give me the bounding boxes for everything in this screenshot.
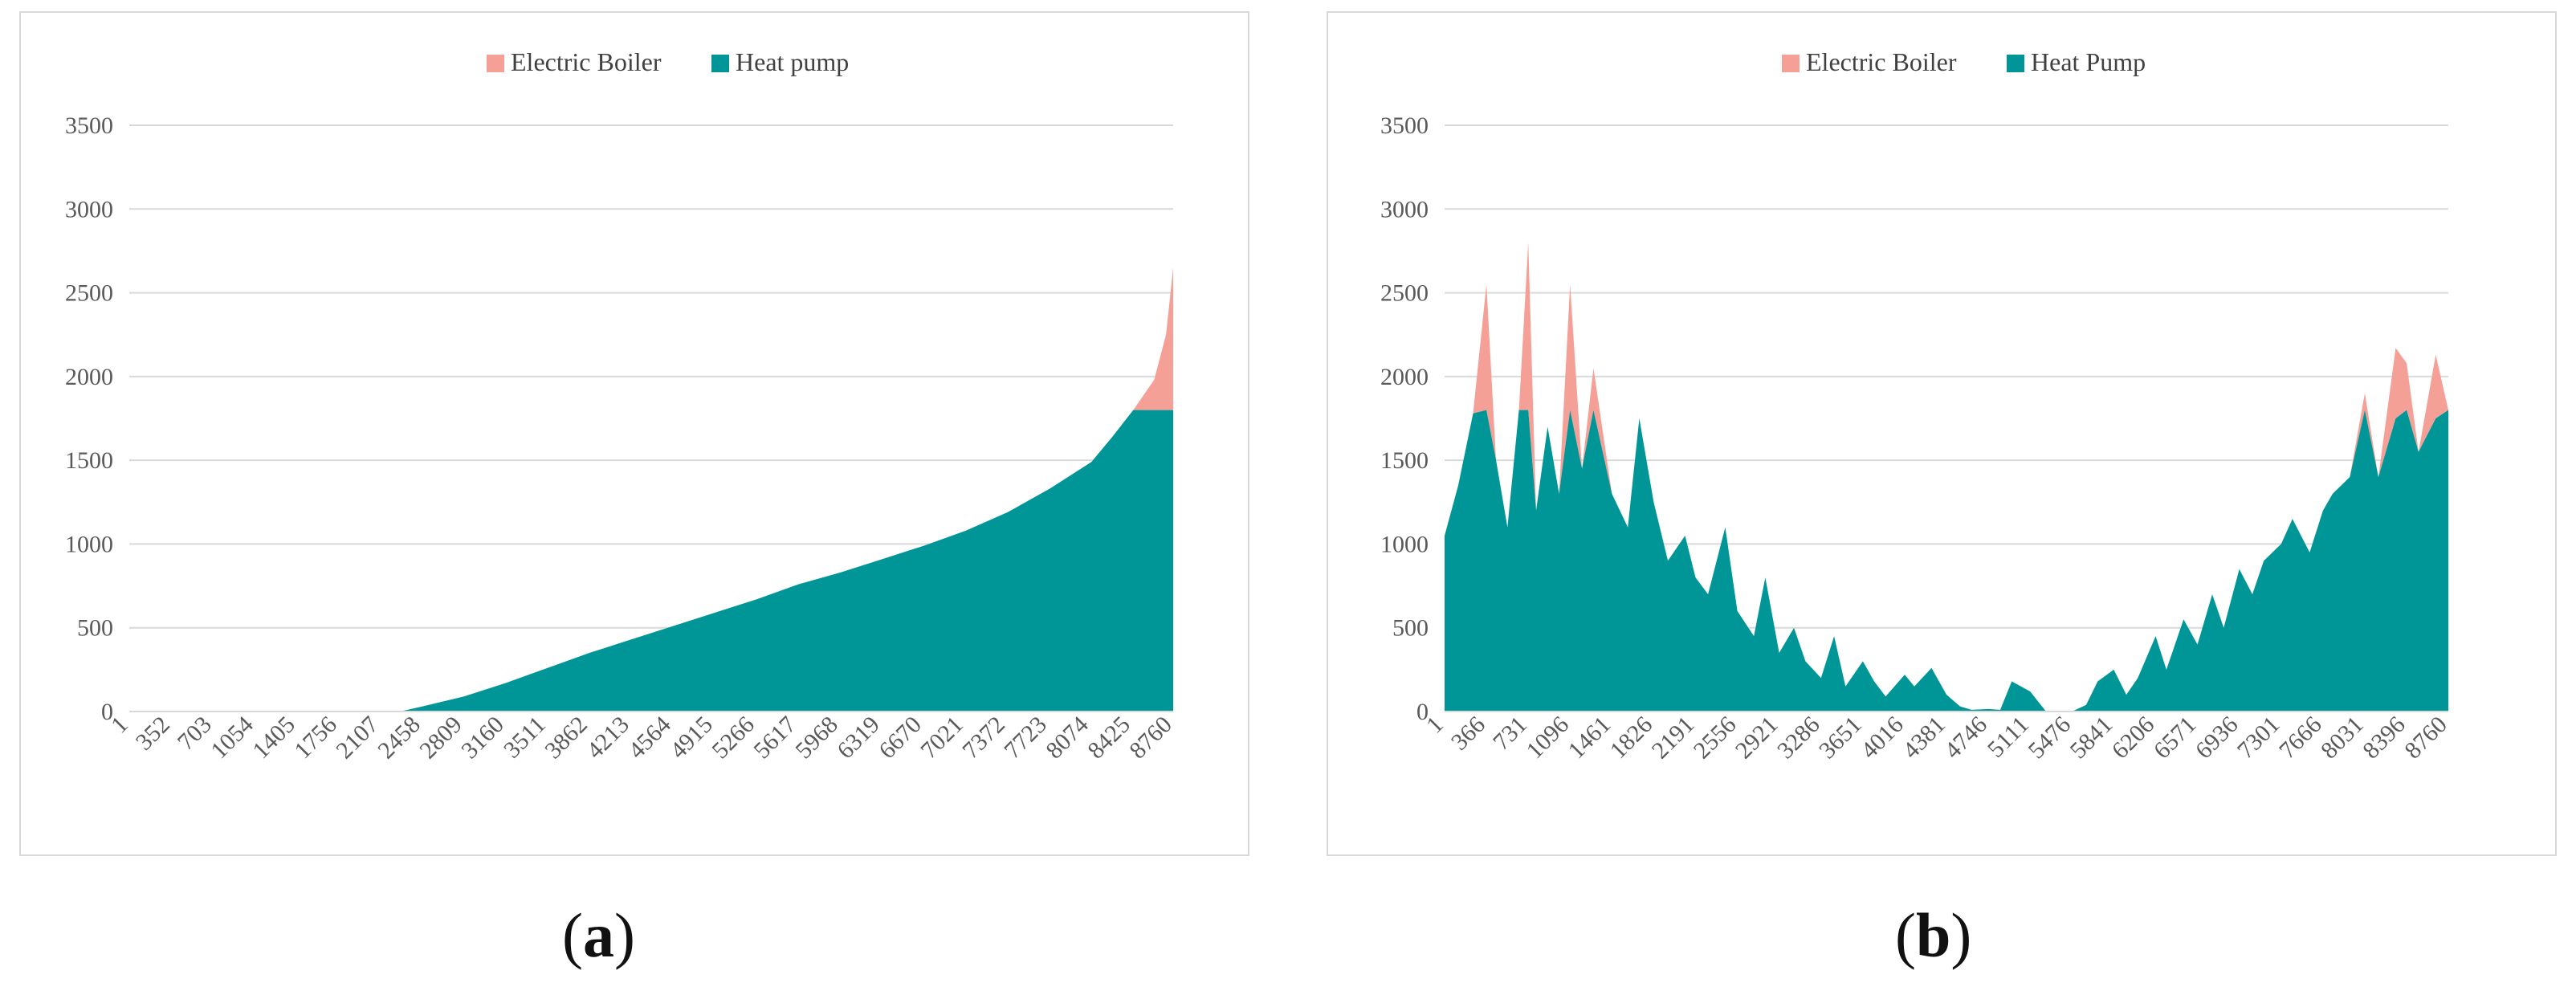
x-tick-label: 4746 bbox=[1939, 712, 1992, 765]
x-tick-label: 5266 bbox=[707, 712, 760, 765]
x-tick-label: 4381 bbox=[1897, 712, 1950, 765]
y-tick-label: 1000 bbox=[1380, 531, 1429, 557]
x-tick-label: 3160 bbox=[456, 712, 509, 765]
x-tick-label: 8760 bbox=[1124, 712, 1177, 765]
x-tick-label: 1405 bbox=[247, 712, 300, 765]
x-tick-label: 3511 bbox=[499, 712, 551, 764]
y-tick-label: 3500 bbox=[1380, 112, 1429, 139]
x-tick-label: 4915 bbox=[665, 712, 718, 765]
legend-label: Electric Boiler bbox=[511, 47, 662, 76]
caption-a-letter: a bbox=[582, 900, 614, 970]
series-area-heat-pump bbox=[1445, 410, 2448, 712]
y-tick-label: 1500 bbox=[1380, 447, 1429, 474]
chart-a: 0500100015002000250030003500135270310541… bbox=[65, 47, 1177, 765]
y-tick-label: 2000 bbox=[1380, 364, 1429, 390]
x-tick-label: 2556 bbox=[1689, 712, 1742, 765]
x-tick-label: 7372 bbox=[957, 712, 1010, 765]
x-tick-label: 3862 bbox=[540, 712, 593, 765]
x-tick-label: 7021 bbox=[915, 712, 968, 765]
legend-label: Electric Boiler bbox=[1806, 47, 1957, 76]
x-tick-label: 8760 bbox=[2399, 712, 2452, 765]
x-tick-label: 5841 bbox=[2065, 712, 2118, 765]
y-tick-label: 0 bbox=[1416, 699, 1429, 725]
x-tick-label: 1826 bbox=[1605, 712, 1658, 765]
legend-swatch bbox=[711, 55, 729, 72]
x-tick-label: 5617 bbox=[748, 712, 801, 765]
x-tick-label: 6319 bbox=[832, 712, 885, 765]
x-tick-label: 7301 bbox=[2232, 712, 2285, 765]
x-tick-label: 2458 bbox=[373, 712, 426, 765]
y-tick-label: 0 bbox=[101, 699, 113, 725]
legend-label: Heat Pump bbox=[2031, 47, 2146, 76]
x-tick-label: 366 bbox=[1446, 712, 1490, 756]
x-tick-label: 1 bbox=[1421, 712, 1449, 739]
x-tick-label: 6670 bbox=[874, 712, 927, 765]
x-tick-label: 6936 bbox=[2191, 712, 2244, 765]
y-tick-label: 2500 bbox=[1380, 280, 1429, 307]
x-tick-label: 5111 bbox=[1983, 712, 2034, 763]
y-tick-label: 2500 bbox=[65, 280, 113, 307]
x-tick-label: 7666 bbox=[2274, 712, 2327, 765]
x-tick-label: 8425 bbox=[1082, 712, 1135, 765]
y-tick-label: 500 bbox=[77, 615, 113, 642]
legend-swatch bbox=[1782, 55, 1800, 72]
x-tick-label: 352 bbox=[131, 712, 175, 756]
chart-b: 0500100015002000250030003500136673110961… bbox=[1380, 47, 2452, 765]
x-tick-label: 1756 bbox=[289, 712, 342, 765]
x-tick-label: 2921 bbox=[1730, 712, 1783, 765]
x-tick-label: 6206 bbox=[2107, 712, 2160, 765]
y-tick-label: 2000 bbox=[65, 364, 113, 390]
x-tick-label: 4213 bbox=[581, 712, 634, 765]
x-tick-label: 4564 bbox=[623, 712, 676, 765]
x-tick-label: 5476 bbox=[2023, 712, 2076, 765]
legend-label: Heat pump bbox=[736, 47, 849, 76]
x-tick-label: 2191 bbox=[1647, 712, 1700, 765]
x-tick-label: 6571 bbox=[2149, 712, 2202, 765]
x-tick-label: 3651 bbox=[1814, 712, 1867, 765]
x-tick-label: 4016 bbox=[1856, 712, 1909, 765]
caption-a: (a) bbox=[562, 900, 635, 970]
caption-b-letter: b bbox=[1915, 900, 1951, 970]
chart-panel-a: 0 500 1000 1500 2000 2500 3000 3500 1 352 703 1054 1… bbox=[19, 11, 1249, 856]
x-tick-label: 2107 bbox=[331, 712, 384, 765]
chart-panel-b: 0 500 1000 1500 2000 2500 3000 3500 1 366 731 1096 1… bbox=[1327, 11, 2557, 856]
x-tick-label: 1461 bbox=[1563, 712, 1616, 765]
x-tick-label: 8074 bbox=[1041, 712, 1094, 765]
y-tick-label: 3000 bbox=[65, 196, 113, 222]
x-tick-label: 8396 bbox=[2358, 712, 2411, 765]
x-tick-label: 2809 bbox=[414, 712, 467, 765]
y-tick-label: 1500 bbox=[65, 447, 113, 474]
x-tick-label: 5968 bbox=[790, 712, 843, 765]
legend-swatch bbox=[487, 55, 504, 72]
x-tick-label: 1096 bbox=[1521, 712, 1574, 765]
y-tick-label: 1000 bbox=[65, 531, 113, 557]
legend-swatch bbox=[2007, 55, 2024, 72]
x-tick-label: 8031 bbox=[2316, 712, 2369, 765]
x-tick-label: 7723 bbox=[999, 712, 1052, 765]
y-tick-label: 3500 bbox=[65, 112, 113, 139]
caption-b: (b) bbox=[1895, 900, 1972, 970]
y-tick-label: 500 bbox=[1392, 615, 1429, 642]
series-area-heat-pump bbox=[129, 410, 1173, 712]
x-tick-label: 1054 bbox=[206, 712, 259, 765]
y-tick-label: 3000 bbox=[1380, 196, 1429, 222]
x-tick-label: 3286 bbox=[1772, 712, 1825, 765]
x-tick-label: 1 bbox=[106, 712, 133, 739]
